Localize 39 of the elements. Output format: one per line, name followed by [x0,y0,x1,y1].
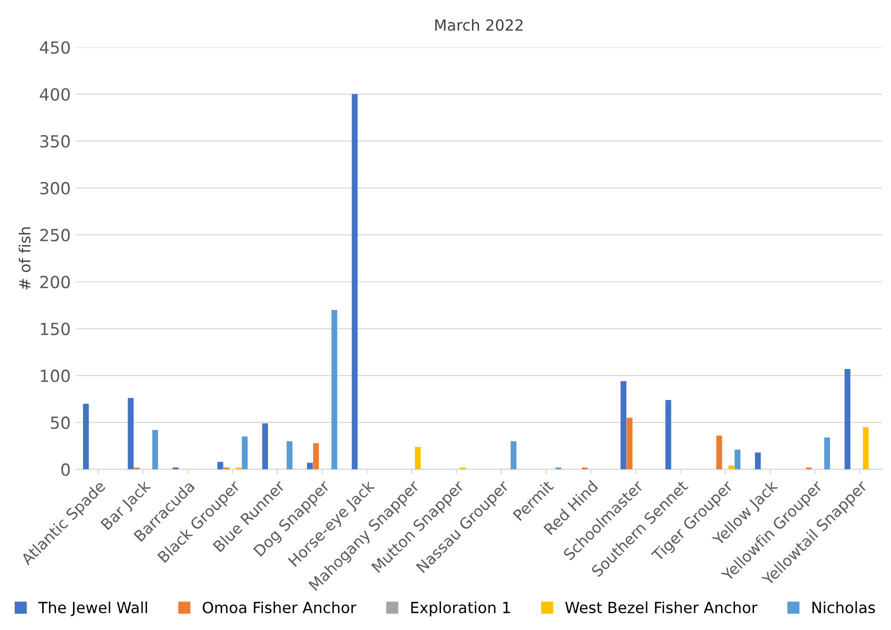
bar [754,452,761,470]
legend-label: Omoa Fisher Anchor [202,601,356,614]
bar [262,423,268,470]
legend-label: Nicholas [812,601,875,614]
bar [728,466,734,470]
chart-title: March 2022 [435,18,523,31]
y-tick-label: 300 [40,182,70,195]
bar [626,418,632,470]
bar [862,427,869,470]
bar [286,441,292,470]
bar [152,430,158,470]
bar [844,368,850,470]
y-tick-label: 50 [50,416,70,430]
legend-label: West Bezel Fisher Anchor [565,601,758,614]
legend-label: Exploration 1 [411,601,510,616]
bar [824,437,830,470]
y-tick-label: 350 [40,135,70,148]
bar [510,441,516,470]
y-tick-label: 150 [40,322,70,336]
bar [242,436,248,470]
bar [665,400,672,470]
y-tick-label: 400 [40,88,70,101]
bar [331,310,338,470]
bar [352,94,358,470]
bar [734,450,740,470]
bar [83,404,89,470]
bar [620,381,626,470]
y-tick-label: 200 [40,276,70,288]
bar [313,443,319,470]
y-tick-label: 450 [40,41,70,54]
legend-label: The Jewel Wall [38,601,147,616]
y-tick-label: 250 [40,228,70,242]
y-axis-title: # of fish [18,227,31,290]
y-tick-label: 100 [40,370,70,382]
bar [128,398,134,470]
y-tick-label: 0 [61,463,70,476]
bar [307,462,313,470]
bar [716,436,722,470]
bar [414,446,421,470]
